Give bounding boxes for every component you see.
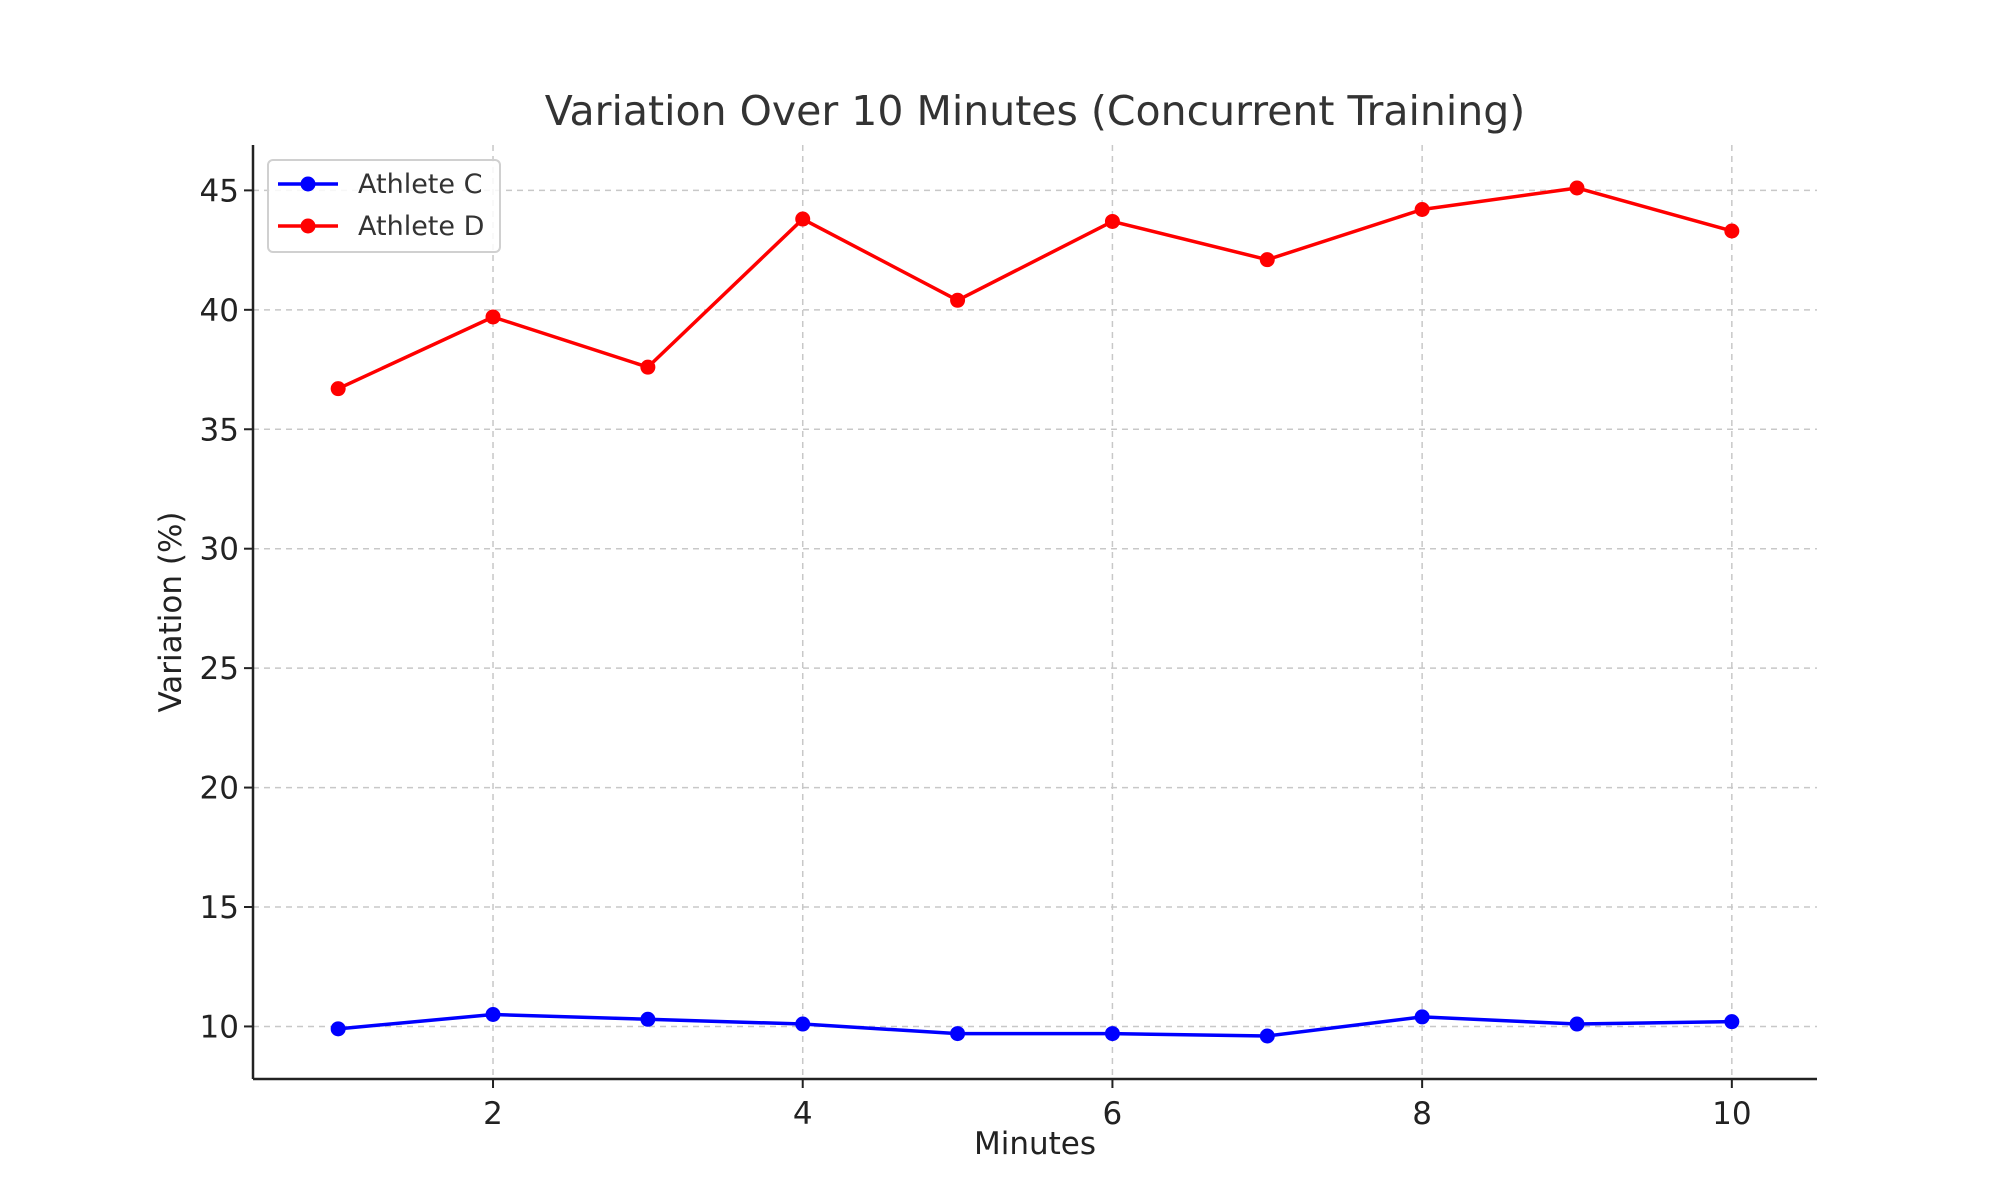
x-tick-label: 2 [483, 1096, 503, 1132]
data-point [1104, 213, 1120, 229]
legend-item: Athlete C [278, 169, 482, 200]
x-tick-label: 10 [1712, 1096, 1751, 1132]
data-point [330, 1021, 346, 1037]
data-point [330, 381, 346, 397]
series-lines [330, 180, 1740, 1044]
x-axis-ticks: 2 4 6 8 10 [483, 1079, 1752, 1132]
data-point [1414, 201, 1430, 217]
y-tick-label: 45 [200, 173, 239, 209]
y-tick-label: 10 [200, 1009, 239, 1045]
y-tick-label: 20 [200, 771, 239, 807]
series-line [338, 1012, 1732, 1038]
axes [251, 145, 1817, 1081]
y-tick-label: 40 [200, 293, 239, 329]
data-point [795, 1016, 811, 1032]
series-athlete-c [330, 1007, 1740, 1044]
legend-marker [300, 176, 316, 192]
legend-item: Athlete D [278, 211, 484, 242]
y-tick-label: 15 [200, 890, 239, 926]
series-line [337, 186, 1733, 391]
legend-marker [300, 218, 316, 234]
data-point [485, 1007, 501, 1023]
data-point [1259, 1028, 1275, 1044]
legend-label: Athlete C [358, 169, 482, 200]
legend-label: Athlete D [358, 211, 484, 242]
data-point [1569, 1016, 1585, 1032]
y-axis-ticks: 10 15 20 25 30 35 40 45 [200, 173, 253, 1045]
data-point [1569, 180, 1585, 196]
data-point [950, 1026, 966, 1042]
data-point [640, 1011, 656, 1027]
series-athlete-d [330, 180, 1740, 397]
data-point [1724, 1014, 1740, 1030]
data-point [1259, 252, 1275, 268]
data-point [640, 359, 656, 375]
data-point [1414, 1009, 1430, 1025]
y-axis-label: Variation (%) [153, 511, 189, 712]
x-tick-label: 6 [1103, 1096, 1123, 1132]
grid [253, 145, 1817, 1079]
data-point [795, 211, 811, 227]
y-tick-label: 30 [200, 532, 239, 568]
y-tick-label: 25 [200, 651, 239, 687]
data-point [1104, 1026, 1120, 1042]
chart-title: Variation Over 10 Minutes (Concurrent Tr… [545, 87, 1526, 135]
data-point [950, 292, 966, 308]
x-axis-label: Minutes [974, 1126, 1096, 1162]
x-tick-label: 4 [793, 1096, 813, 1132]
legend: Athlete C Athlete D [267, 159, 501, 253]
x-tick-label: 8 [1412, 1096, 1432, 1132]
data-point [1724, 223, 1740, 239]
y-tick-label: 35 [200, 412, 239, 448]
data-point [485, 309, 501, 325]
